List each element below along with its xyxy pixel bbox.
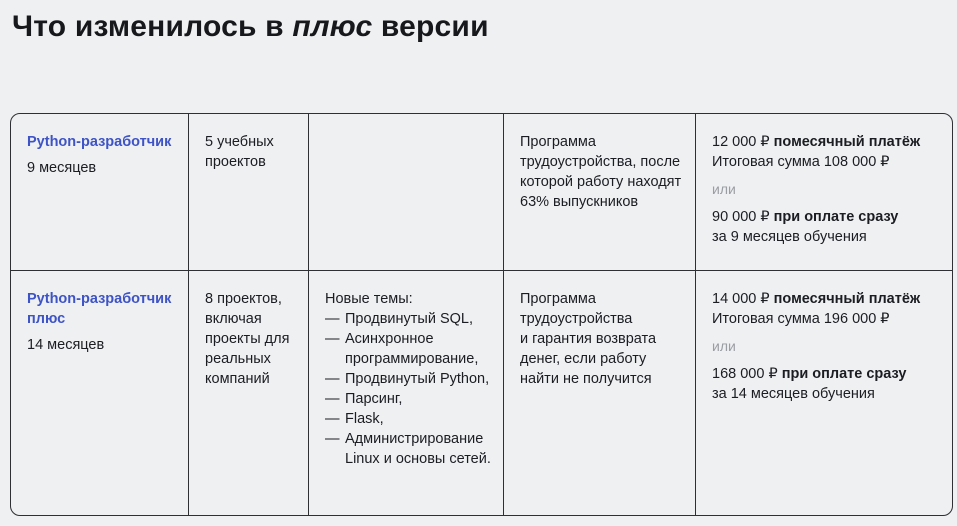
cell-employment-python: Программа трудоустройства, после которой… [504, 114, 696, 270]
upfront-label: при оплате сразу [781, 366, 907, 383]
cell-course-python-plus: Python-разработчик плюс 14 месяцев [11, 271, 189, 515]
topic-text: Flask, [345, 411, 384, 427]
upfront-price-line: 168 000 ₽ при оплате сразу [712, 364, 942, 384]
topic-item: — Продвинутый Python, [325, 369, 493, 389]
upfront-price-line: 90 000 ₽ при оплате сразу [712, 207, 942, 227]
upfront-note: за 14 месяцев обучения [712, 386, 875, 403]
page-title-italic: плюс [292, 10, 373, 43]
or-label: или [712, 338, 736, 354]
dash-marker: — [325, 331, 340, 347]
monthly-price-line: 12 000 ₽ помесячный платёж [712, 132, 942, 152]
dash-marker: — [325, 431, 340, 447]
cell-pricing-python-plus: 14 000 ₽ помесячный платёж Итоговая сумм… [696, 271, 952, 515]
upfront-label: при оплате сразу [773, 209, 899, 226]
topic-item: — Продвинутый SQL, [325, 309, 493, 329]
monthly-amount: 12 000 ₽ [712, 134, 770, 150]
dash-marker: — [325, 411, 340, 427]
employment-text: Программа трудоустройства и гарантия воз… [520, 291, 657, 387]
course-duration: 9 месяцев [27, 160, 97, 176]
cell-employment-python-plus: Программа трудоустройства и гарантия воз… [504, 271, 696, 515]
topic-item: — Flask, [325, 409, 493, 429]
comparison-table: Python-разработчик 9 месяцев 5 учебных п… [10, 113, 953, 516]
page-title-prefix: Что изменилось в [12, 10, 293, 43]
monthly-amount: 14 000 ₽ [712, 291, 770, 307]
projects-text: 5 учебных проектов [205, 134, 274, 170]
page-title-suffix: версии [372, 10, 489, 43]
cell-topics-python-empty [309, 114, 504, 270]
topic-item: — Администрирование Linux и основы сетей… [325, 429, 493, 469]
upfront-amount: 168 000 ₽ [712, 366, 778, 383]
cell-projects-python-plus: 8 проектов, включая проекты для реальных… [189, 271, 309, 515]
page-title: Что изменилось в плюс версии [12, 8, 957, 46]
topic-text: Парсинг, [345, 391, 403, 407]
cell-projects-python: 5 учебных проектов [189, 114, 309, 270]
upfront-note: за 9 месяцев обучения [712, 229, 867, 246]
monthly-price-line: 14 000 ₽ помесячный платёж [712, 289, 942, 309]
total-line: Итоговая сумма 196 000 ₽ [712, 311, 890, 327]
topic-text: Асинхронное программирование, [345, 331, 479, 367]
topic-text: Продвинутый Python, [345, 371, 490, 387]
projects-text: 8 проектов, включая проекты для реальных… [205, 291, 290, 387]
course-link-python-plus[interactable]: Python-разработчик плюс [27, 291, 172, 327]
employment-text: Программа трудоустройства, после которой… [520, 134, 682, 210]
topic-text: Администрирование Linux и основы сетей. [345, 431, 491, 467]
topic-item: — Асинхронное программирование, [325, 329, 493, 369]
topic-text: Продвинутый SQL, [345, 311, 473, 327]
table-row-python: Python-разработчик 9 месяцев 5 учебных п… [11, 114, 952, 271]
cell-topics-python-plus: Новые темы: — Продвинутый SQL, — Асинхро… [309, 271, 504, 515]
monthly-label: помесячный платёж [773, 291, 921, 307]
topic-item: — Парсинг, [325, 389, 493, 409]
total-line: Итоговая сумма 108 000 ₽ [712, 154, 890, 170]
course-link-python[interactable]: Python-разработчик [27, 134, 172, 150]
dash-marker: — [325, 391, 340, 407]
course-duration: 14 месяцев [27, 337, 105, 353]
or-label: или [712, 181, 736, 197]
cell-pricing-python: 12 000 ₽ помесячный платёж Итоговая сумм… [696, 114, 952, 270]
table-row-python-plus: Python-разработчик плюс 14 месяцев 8 про… [11, 271, 952, 515]
monthly-label: помесячный платёж [773, 134, 921, 150]
upfront-amount: 90 000 ₽ [712, 209, 770, 226]
topics-heading: Новые темы: [325, 291, 413, 307]
dash-marker: — [325, 371, 340, 387]
cell-course-python: Python-разработчик 9 месяцев [11, 114, 189, 270]
dash-marker: — [325, 311, 340, 327]
